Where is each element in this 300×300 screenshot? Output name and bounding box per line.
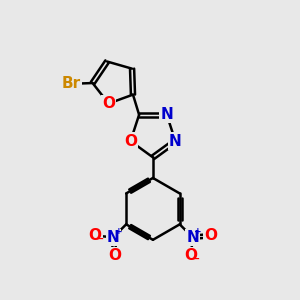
Text: O: O: [124, 134, 137, 148]
Text: −: −: [192, 254, 200, 263]
Text: O: O: [184, 248, 197, 263]
Text: N: N: [160, 107, 173, 122]
Text: O: O: [204, 228, 217, 243]
Text: O: O: [88, 228, 102, 243]
Text: −: −: [96, 234, 104, 244]
Text: Br: Br: [62, 76, 81, 91]
Text: N: N: [186, 230, 199, 245]
Text: +: +: [194, 227, 202, 236]
Text: O: O: [108, 248, 122, 263]
Text: O: O: [102, 96, 115, 111]
Text: N: N: [169, 134, 182, 148]
Text: +: +: [115, 227, 122, 236]
Text: N: N: [107, 230, 120, 245]
